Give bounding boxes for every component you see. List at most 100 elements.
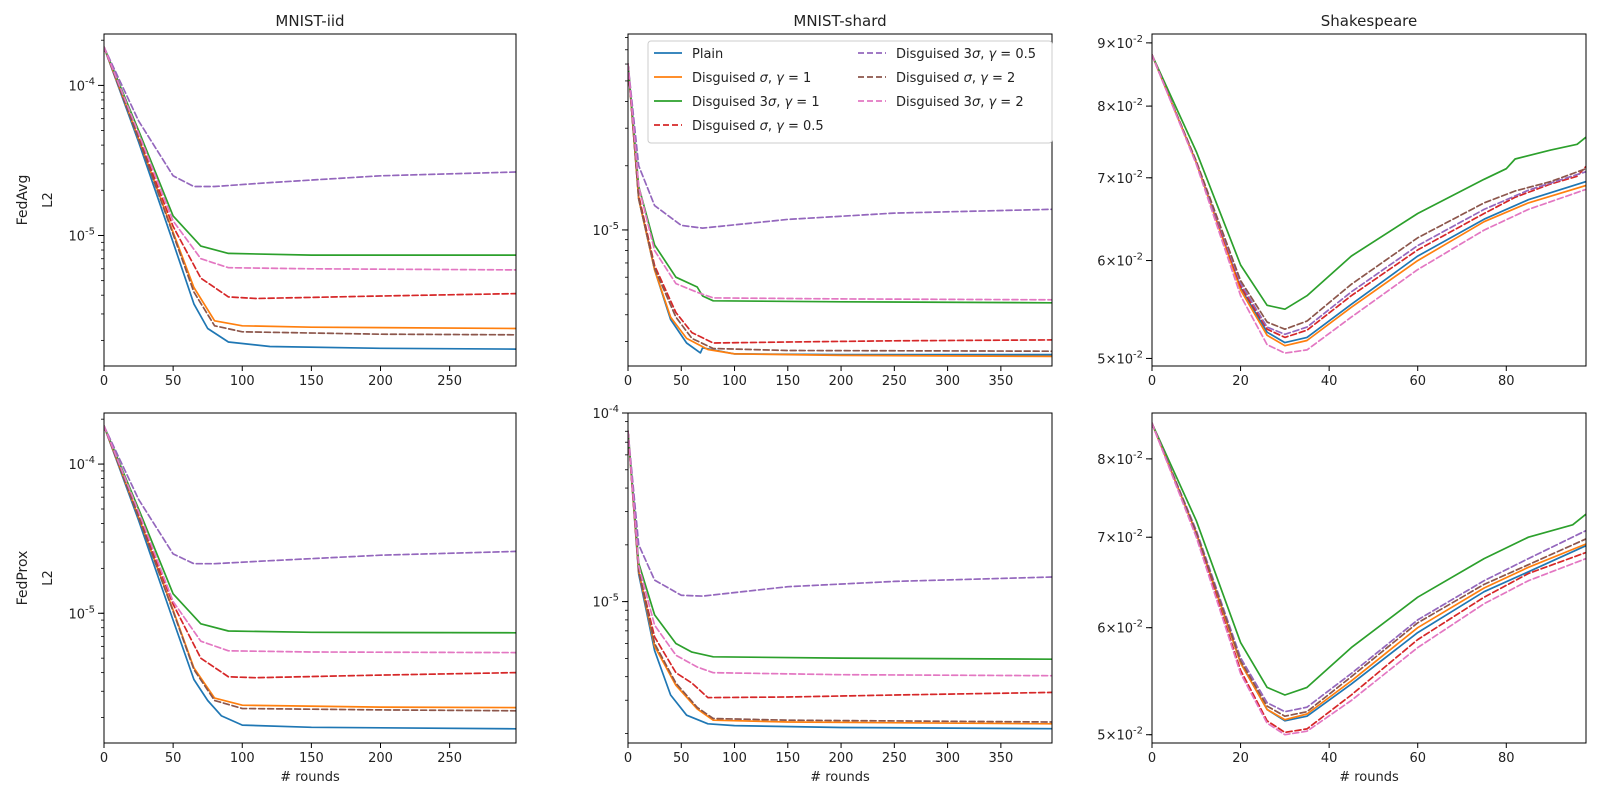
x-tick-label: 250 — [882, 374, 907, 389]
row-label-method-1: FedProx — [15, 551, 31, 606]
series-group — [1152, 422, 1586, 736]
series-line — [628, 63, 1052, 304]
x-tick-label: 100 — [230, 374, 255, 389]
legend-item: Disguised σ, γ = 2 — [858, 71, 1015, 86]
x-tick-label: 350 — [988, 751, 1013, 766]
series-line — [628, 430, 1052, 723]
y-tick-label: 10-5 — [68, 604, 95, 622]
x-tick-label: 250 — [882, 751, 907, 766]
x-tick-label: 200 — [368, 751, 393, 766]
series-line — [1152, 422, 1586, 736]
series-line — [628, 430, 1052, 677]
legend-label: Disguised σ, γ = 0.5 — [692, 119, 824, 134]
legend-label: Plain — [692, 47, 723, 62]
series-line — [104, 46, 516, 330]
series-line — [104, 46, 516, 336]
series-line — [1152, 422, 1586, 721]
x-axis-label: # rounds — [1339, 770, 1399, 785]
series-line — [104, 425, 516, 709]
legend-label: Disguised σ, γ = 2 — [896, 71, 1015, 86]
x-tick-label: 80 — [1498, 751, 1515, 766]
y-tick-label: 10-4 — [592, 404, 619, 422]
x-tick-label: 20 — [1232, 751, 1249, 766]
x-axis-label: # rounds — [810, 770, 870, 785]
legend-item: Disguised 3σ, γ = 0.5 — [858, 47, 1036, 62]
axes-frame — [627, 412, 1053, 744]
panel-title: Shakespeare — [1321, 12, 1417, 30]
y-tick-label: 8×10-2 — [1097, 450, 1143, 468]
x-tick-label: 0 — [1148, 374, 1156, 389]
series-group — [104, 46, 516, 350]
x-tick-label: 150 — [299, 751, 324, 766]
x-tick-label: 100 — [230, 751, 255, 766]
panel-title: MNIST-shard — [793, 12, 886, 30]
legend-box — [647, 40, 1053, 144]
series-line — [628, 63, 1052, 229]
series-group — [628, 63, 1052, 358]
series-line — [104, 46, 516, 256]
y-tick-label: 6×10-2 — [1097, 252, 1143, 270]
series-line — [1152, 422, 1586, 713]
series-line — [1152, 54, 1586, 347]
y-tick-label: 5×10-2 — [1097, 349, 1143, 367]
y-tick-label: 10-4 — [68, 76, 95, 94]
legend-entries: Plain Disguised σ, γ = 1 Disguised 3σ, γ =… — [654, 47, 1036, 134]
series-line — [1152, 54, 1586, 354]
series-line — [1152, 422, 1586, 718]
series-line — [104, 425, 516, 634]
series-line — [628, 430, 1052, 725]
x-tick-label: 50 — [673, 374, 690, 389]
chart-panel: 0 20 40 60 80 8×10-2 7×10-2 6×10-2 5×10-2 # round… — [1097, 412, 1587, 785]
series-line — [628, 430, 1052, 661]
axes-frame — [1151, 33, 1587, 367]
row-labels: FedAvg L2 FedProx L2 — [15, 175, 56, 606]
legend-item: Disguised σ, γ = 0.5 — [654, 119, 824, 134]
series-line — [1152, 422, 1586, 696]
series-line — [628, 63, 1052, 353]
chart-panel: 0 50 100 150 200 250 300 350 10-5 MNIST-shard — [592, 12, 1053, 389]
x-tick-label: 50 — [673, 751, 690, 766]
series-line — [628, 63, 1052, 301]
series-line — [1152, 54, 1586, 331]
series-line — [104, 425, 516, 730]
series-line — [104, 46, 516, 350]
y-tick-label: 6×10-2 — [1097, 619, 1143, 637]
x-tick-label: 40 — [1321, 751, 1338, 766]
series-line — [1152, 54, 1586, 344]
series-line — [104, 425, 516, 565]
x-tick-label: 80 — [1498, 374, 1515, 389]
legend-label: Disguised 3σ, γ = 0.5 — [896, 47, 1036, 62]
y-tick-label: 8×10-2 — [1097, 97, 1143, 115]
axes-frame — [627, 33, 1053, 367]
series-group — [104, 425, 516, 730]
row-label-ylabel-0: L2 — [41, 192, 56, 208]
row-label-method-0: FedAvg — [15, 175, 31, 226]
legend-item: Plain — [654, 47, 723, 62]
y-tick-label: 10-5 — [592, 221, 619, 239]
row-label-ylabel-1: L2 — [41, 570, 56, 586]
series-line — [1152, 54, 1586, 339]
series-line — [104, 46, 516, 271]
series-line — [1152, 422, 1586, 734]
series-line — [1152, 54, 1586, 311]
x-tick-label: 250 — [437, 374, 462, 389]
x-tick-label: 300 — [935, 374, 960, 389]
x-tick-label: 40 — [1321, 374, 1338, 389]
legend-item: Disguised 3σ, γ = 2 — [858, 95, 1024, 110]
x-tick-label: 200 — [829, 751, 854, 766]
legend-label: Disguised 3σ, γ = 1 — [692, 95, 820, 110]
x-tick-label: 0 — [100, 374, 108, 389]
chart-panel: 0 50 100 150 200 250 10-4 10-5 # rounds — [68, 412, 517, 785]
series-group — [628, 430, 1052, 730]
chart-panel: 0 50 100 150 200 250 10-4 10-5 MNIST-iid — [68, 12, 517, 389]
chart-panel: 0 50 100 150 200 250 300 350 10-4 10-5 # rounds — [592, 404, 1053, 785]
series-line — [1152, 422, 1586, 722]
legend-item: Disguised 3σ, γ = 1 — [654, 95, 820, 110]
x-tick-label: 50 — [165, 751, 182, 766]
x-tick-label: 100 — [722, 751, 747, 766]
legend-label: Disguised 3σ, γ = 2 — [896, 95, 1024, 110]
x-tick-label: 250 — [437, 751, 462, 766]
x-tick-label: 200 — [368, 374, 393, 389]
